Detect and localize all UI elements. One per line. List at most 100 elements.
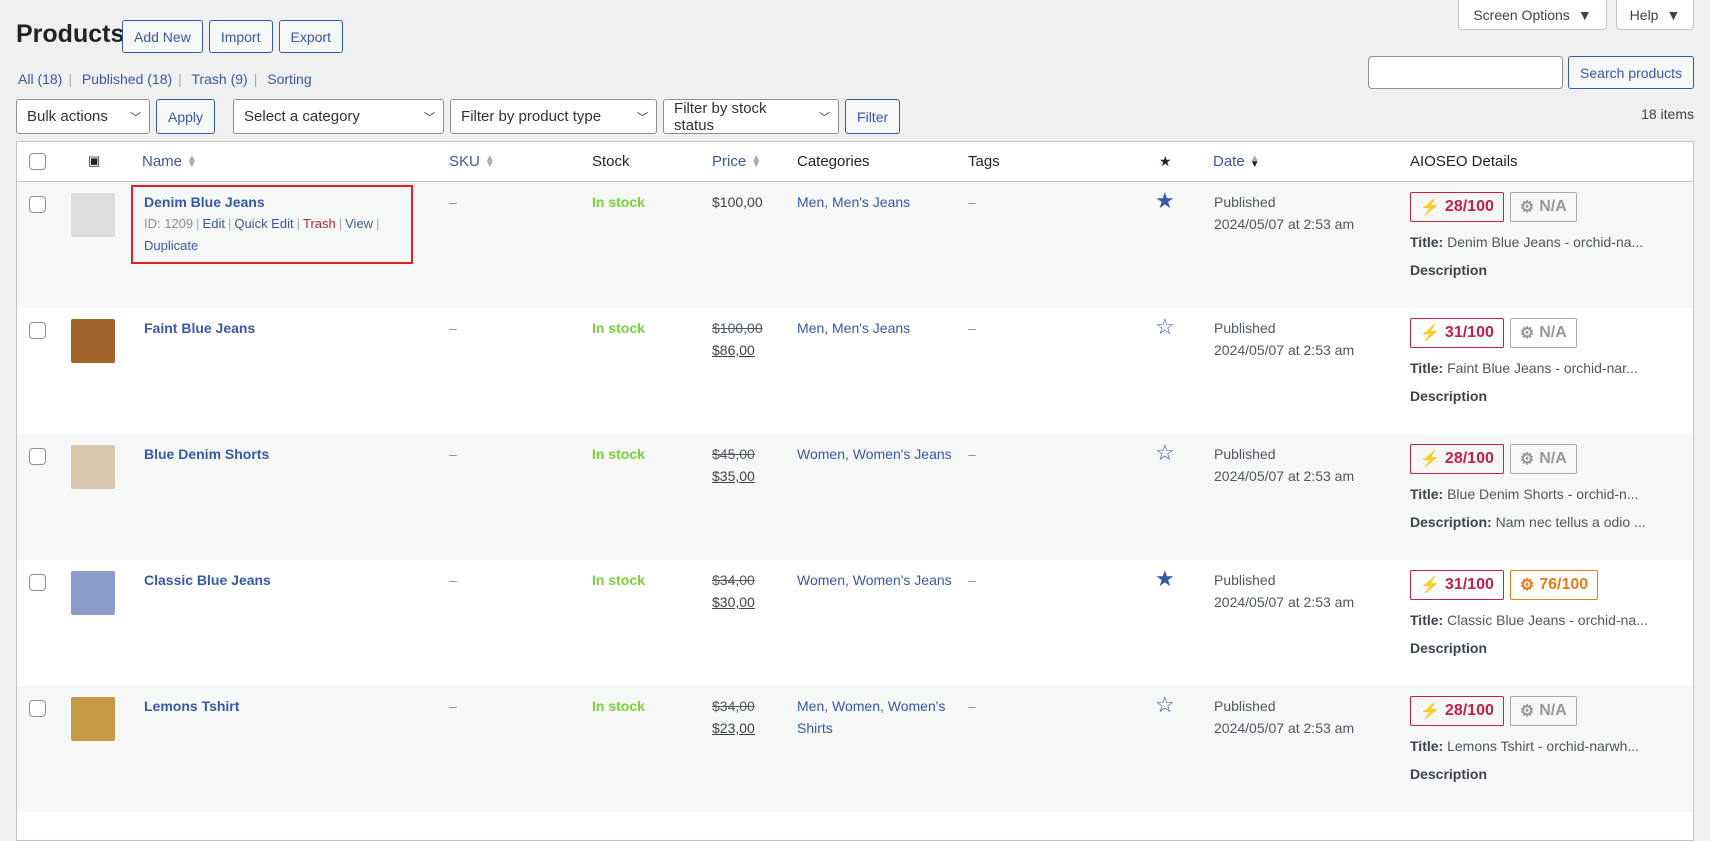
featured-star-icon[interactable]: ☆ (1155, 440, 1175, 465)
stock-status-select[interactable]: Filter by stock status ﹀ (663, 99, 840, 134)
row-action-view[interactable]: View (345, 216, 374, 231)
truseo-badge[interactable]: ⚙ N/A (1509, 444, 1577, 474)
seo-score-badge[interactable]: ⚡ 31/100 (1410, 318, 1504, 348)
column-date[interactable]: Date ▲ ▼ (1213, 153, 1260, 170)
bulk-actions-select[interactable]: Bulk actions ﹀ (16, 99, 150, 134)
categories-link[interactable]: Men, Women, Women's Shirts (797, 698, 946, 736)
truseo-badge[interactable]: ⚙ N/A (1509, 318, 1577, 348)
row-action-trash[interactable]: Trash (302, 216, 336, 231)
filter-button[interactable]: Filter (845, 99, 901, 134)
truseo-score: N/A (1539, 198, 1567, 215)
seo-title-value: Denim Blue Jeans - orchid-na... (1447, 234, 1644, 250)
view-published[interactable]: Published (18) (81, 71, 173, 87)
separator: | (338, 216, 343, 231)
truseo-badge[interactable]: ⚙ 76/100 (1509, 570, 1599, 600)
seo-description[interactable]: Description: Nam nec tellus a odio ... (1410, 514, 1646, 530)
post-status: Published (1214, 698, 1276, 714)
separator: | (296, 216, 300, 231)
product-thumbnail[interactable] (71, 697, 115, 741)
column-sku[interactable]: SKU ▲ ▼ (449, 153, 495, 170)
seo-description-label: Description: (1410, 514, 1492, 530)
category-select[interactable]: Select a category ﹀ (233, 99, 445, 134)
page-title: Products (16, 20, 125, 48)
chevron-down-icon: ﹀ (819, 111, 831, 124)
row-checkbox[interactable] (29, 196, 46, 213)
aioseo-logo-icon: ⚡ (1420, 325, 1440, 342)
screen-options-label: Screen Options (1473, 6, 1570, 23)
sort-icon: ▲ ▼ (484, 153, 495, 171)
seo-description[interactable]: Description (1410, 766, 1639, 782)
add-new-button[interactable]: Add New (122, 20, 203, 53)
sort-icon: ▲ ▼ (187, 153, 197, 171)
seo-description-label: Description (1410, 766, 1488, 782)
stock-status: In stock (592, 320, 645, 336)
product-thumbnail[interactable] (71, 445, 115, 489)
product-name-link[interactable]: Lemons Tshirt (144, 698, 240, 714)
product-name-link[interactable]: Faint Blue Jeans (144, 320, 256, 336)
column-price[interactable]: Price ▲ ▼ (712, 153, 761, 170)
row-action-quick-edit[interactable]: Quick Edit (234, 216, 294, 231)
featured-star-icon[interactable]: ★ (1155, 188, 1175, 213)
stock-status: In stock (592, 446, 645, 462)
seo-title[interactable]: Title: Lemons Tshirt - orchid-narwh... (1410, 738, 1639, 754)
screen-options-button[interactable]: Screen Options ▼ (1458, 0, 1607, 30)
product-name-link[interactable]: Blue Denim Shorts (144, 446, 270, 462)
seo-title[interactable]: Title: Classic Blue Jeans - orchid-na... (1410, 612, 1648, 628)
product-thumbnail[interactable] (71, 193, 115, 237)
help-button[interactable]: Help ▼ (1616, 0, 1694, 30)
seo-title[interactable]: Title: Faint Blue Jeans - orchid-nar... (1410, 360, 1638, 376)
apply-button[interactable]: Apply (156, 99, 216, 134)
view-sorting[interactable]: Sorting (267, 71, 312, 87)
row-checkbox[interactable] (29, 448, 46, 465)
row-checkbox[interactable] (29, 700, 46, 717)
seo-description[interactable]: Description (1410, 388, 1638, 404)
seo-title-value: Classic Blue Jeans - orchid-na... (1447, 612, 1648, 628)
export-button[interactable]: Export (278, 20, 343, 53)
seo-score-badge[interactable]: ⚡ 28/100 (1410, 696, 1504, 726)
search-input[interactable] (1368, 56, 1564, 89)
categories-link[interactable]: Women, Women's Jeans (797, 572, 952, 588)
product-thumbnail[interactable] (71, 571, 115, 615)
seo-score-badge[interactable]: ⚡ 28/100 (1410, 192, 1504, 222)
seo-score-badge[interactable]: ⚡ 28/100 (1410, 444, 1504, 474)
categories-link[interactable]: Women, Women's Jeans (797, 446, 952, 462)
search-products-button[interactable]: Search products (1568, 56, 1694, 89)
seo-score-badge[interactable]: ⚡ 31/100 (1410, 570, 1504, 600)
stock-status: In stock (592, 698, 645, 714)
row-action-duplicate[interactable]: Duplicate (144, 238, 199, 253)
category-value: Select a category (244, 108, 360, 125)
row-checkbox[interactable] (29, 574, 46, 591)
date-info: Published 2024/05/07 at 2:53 am (1214, 569, 1354, 613)
truseo-badge[interactable]: ⚙ N/A (1509, 696, 1577, 726)
featured-star-icon[interactable]: ★ (1155, 566, 1175, 591)
categories-link[interactable]: Men, Men's Jeans (797, 320, 911, 336)
featured-star-icon[interactable]: ☆ (1155, 692, 1175, 717)
seo-description[interactable]: Description (1410, 262, 1643, 278)
column-name[interactable]: Name ▲ ▼ (142, 153, 197, 170)
chevron-down-icon: ﹀ (637, 111, 649, 124)
table-row: Classic Blue Jeans – In stock $34,00 $30,… (17, 560, 1693, 686)
view-trash[interactable]: Trash (9) (191, 71, 248, 87)
product-name-link[interactable]: Classic Blue Jeans (144, 572, 271, 588)
seo-description[interactable]: Description (1410, 640, 1648, 656)
product-thumbnail[interactable] (71, 319, 115, 363)
row-checkbox[interactable] (29, 322, 46, 339)
sort-desc-icon: ▲ ▼ (1249, 153, 1260, 171)
row-action-edit[interactable]: Edit (202, 216, 225, 231)
import-button[interactable]: Import (208, 20, 273, 53)
separator: | (376, 216, 380, 231)
sku-value: – (449, 446, 457, 462)
select-all-checkbox[interactable] (29, 153, 46, 170)
view-all[interactable]: All (18) (18, 71, 63, 87)
seo-score: 28/100 (1444, 450, 1494, 467)
seo-title[interactable]: Title: Denim Blue Jeans - orchid-na... (1410, 234, 1643, 250)
truseo-badge[interactable]: ⚙ N/A (1509, 192, 1577, 222)
categories-link[interactable]: Men, Men's Jeans (797, 194, 911, 210)
tags-value: – (968, 446, 976, 462)
seo-title[interactable]: Title: Blue Denim Shorts - orchid-n... (1410, 486, 1646, 502)
featured-star-icon[interactable]: ☆ (1155, 314, 1175, 339)
product-name-link[interactable]: Denim Blue Jeans (144, 194, 265, 210)
product-type-select[interactable]: Filter by product type ﹀ (450, 99, 658, 134)
featured-star-icon[interactable]: ★ (1159, 153, 1172, 169)
separator: | (227, 216, 232, 231)
